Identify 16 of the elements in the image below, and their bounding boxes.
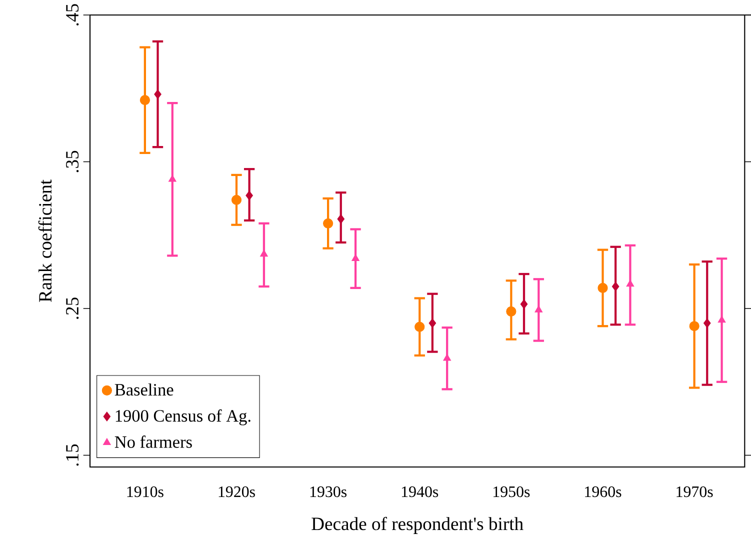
x-tick-label: 1960s <box>585 486 622 498</box>
x-tick-label: 1940s <box>402 486 438 498</box>
y-tick-label: .45 <box>66 4 79 26</box>
legend-label: 1900 Census of Ag. <box>116 409 250 426</box>
y-axis-title: Rank coefficient <box>38 180 52 302</box>
x-tick-label: 1970s <box>676 486 713 498</box>
x-axis-title: Decade of respondent's birth <box>312 516 524 534</box>
legend-label: Baseline <box>114 383 174 396</box>
x-tick-label: 1950s <box>494 486 530 498</box>
x-tick-label: 1930s <box>310 486 347 498</box>
legend-label: No farmers <box>114 436 192 448</box>
y-tick-label: .25 <box>66 298 79 319</box>
x-tick-label: 1910s <box>127 486 164 498</box>
y-tick-label: .15 <box>66 444 79 466</box>
y-tick-label: .35 <box>66 150 79 172</box>
x-tick-label: 1920s <box>218 486 255 498</box>
